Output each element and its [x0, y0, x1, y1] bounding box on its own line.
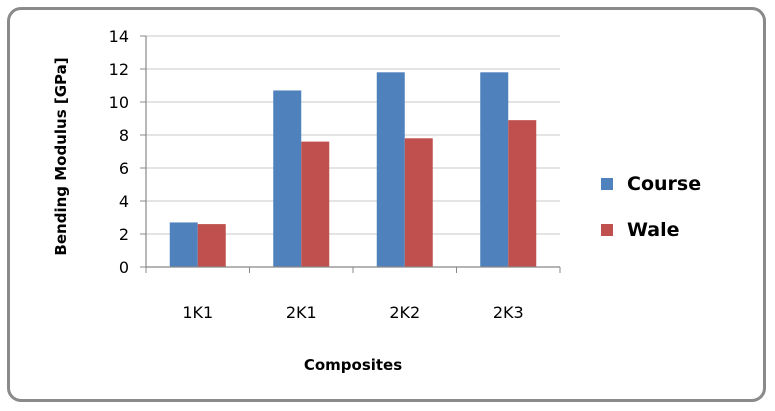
x-tick-label: 2K1 — [286, 303, 317, 322]
bar-wale-2K2 — [404, 138, 433, 267]
bar-course-2K1 — [273, 90, 302, 267]
x-axis-title: Composites — [304, 356, 402, 374]
bar-course-2K3 — [480, 72, 509, 267]
x-tick-label: 2K3 — [493, 303, 524, 322]
y-tick-labels: 0 2 4 6 8 10 12 14 — [109, 27, 146, 277]
x-tick-label: 1K1 — [182, 303, 213, 322]
bar-course-2K2 — [376, 72, 405, 267]
y-tick-label: 6 — [119, 159, 129, 178]
legend-swatch-course — [601, 178, 613, 190]
y-tick-label: 10 — [109, 93, 129, 112]
bar-course-1K1 — [169, 222, 198, 267]
x-tick-label: 2K2 — [389, 303, 420, 322]
y-tick-label: 4 — [119, 192, 129, 211]
bar-wale-2K1 — [301, 141, 330, 267]
y-tick-label: 8 — [119, 126, 129, 145]
x-tick-labels: 1K1 2K1 2K2 2K3 — [145, 267, 561, 322]
bars — [169, 72, 537, 268]
legend: Course Wale — [601, 173, 701, 241]
y-tick-label: 2 — [119, 225, 129, 244]
legend-swatch-wale — [601, 224, 613, 236]
legend-label-course: Course — [627, 173, 701, 195]
y-axis-title: Bending Modulus [GPa] — [52, 57, 70, 255]
legend-label-wale: Wale — [627, 219, 680, 241]
bar-wale-2K3 — [508, 120, 537, 268]
bar-wale-1K1 — [197, 224, 226, 267]
y-tick-label: 14 — [109, 27, 129, 46]
y-tick-label: 0 — [119, 258, 129, 277]
y-tick-label: 12 — [109, 60, 129, 79]
